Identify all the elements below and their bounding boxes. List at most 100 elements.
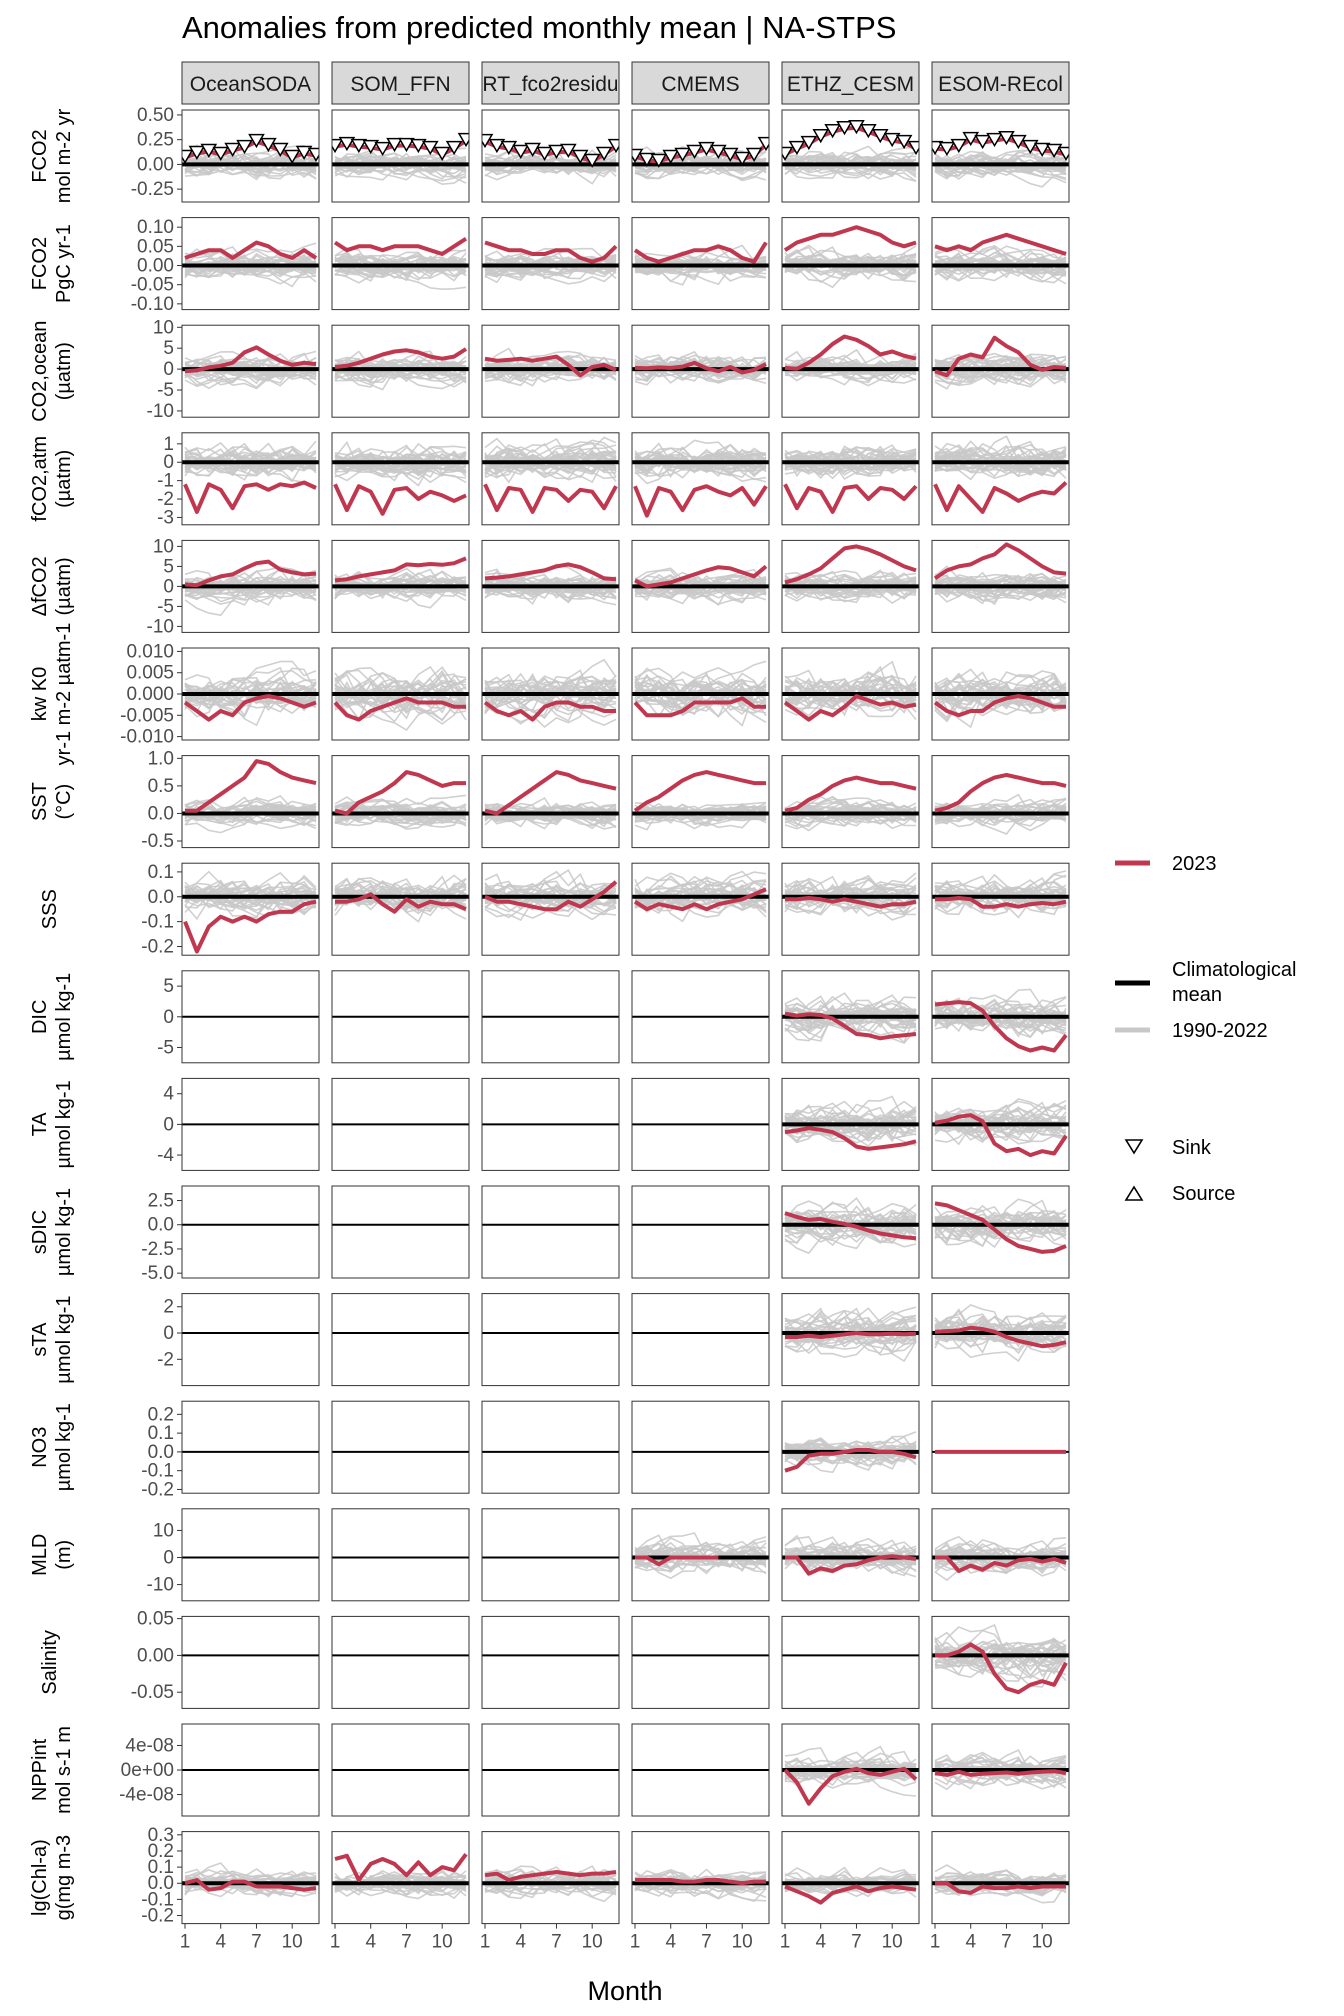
panel-r0-c3 (631, 109, 770, 203)
panel-border (781, 755, 920, 849)
panel-r5-c2 (481, 647, 620, 741)
y-tick-label: -0.5 (141, 831, 174, 852)
y-tick-label: 0.00 (137, 256, 174, 277)
panel-r7-c3 (631, 862, 770, 956)
series-2023-line (484, 770, 617, 816)
panel-r8-c3 (631, 970, 770, 1064)
panel-border (931, 862, 1070, 956)
series-1990-2022-line (784, 1762, 917, 1780)
y-tick-label: -0.25 (131, 179, 174, 200)
x-tick-label: 10 (582, 1932, 603, 1953)
panel-r10-c4 (781, 1185, 920, 1279)
series-2023-line (334, 770, 466, 816)
sink-marker (224, 142, 241, 158)
sink-marker (536, 146, 553, 162)
y-tick-label: -0.1 (141, 912, 174, 933)
panel-background (332, 1293, 469, 1386)
y-tick-label: -0.1 (141, 1461, 174, 1482)
sink-marker (212, 146, 230, 162)
sink-marker (482, 133, 494, 149)
panel-border (331, 1615, 470, 1709)
series-1990-2022-line (934, 575, 1067, 593)
y-tick-label: 0.0 (148, 1215, 174, 1236)
panel-border (331, 1508, 470, 1602)
panel-r9-c1 (331, 1077, 470, 1171)
panel-r0-c5 (931, 109, 1070, 203)
sink-marker (986, 132, 1003, 148)
series-1990-2022-line (784, 1764, 917, 1787)
series-1990-2022-line (184, 885, 317, 909)
panel-border (331, 539, 470, 633)
sink-marker (848, 120, 865, 135)
panel-background (482, 432, 619, 525)
panel-r2-c3 (631, 324, 770, 418)
series-2023-line (784, 1211, 917, 1241)
series-2023-line (934, 1201, 1067, 1254)
panel-background (632, 1293, 769, 1386)
sink-marker (745, 147, 763, 162)
panel-strip-4 (781, 61, 920, 105)
panel-border (331, 862, 470, 956)
y-tick-label: 0.0 (148, 1873, 174, 1894)
series-1990-2022-line (784, 875, 917, 916)
series-1990-2022-line (484, 804, 617, 821)
panel-background (182, 1401, 319, 1494)
series-2023-line (934, 232, 1067, 256)
panel-border (331, 217, 470, 311)
series-1990-2022-line (934, 1755, 1067, 1787)
sink-marker (200, 143, 218, 159)
panel-border (631, 1831, 770, 1925)
panel-r4-c1 (331, 539, 470, 633)
row-label-6: SST (°C) (29, 782, 75, 821)
row-label-7: SSS (39, 889, 61, 929)
panel-r5-c3 (631, 647, 770, 741)
series-1990-2022-line (784, 1866, 917, 1898)
series-2023-line (484, 880, 618, 912)
series-1990-2022-line (784, 811, 917, 832)
y-tick-label: -10 (147, 616, 174, 637)
series-1990-2022-line (484, 452, 617, 480)
legend: 2023 Climatological mean 1990-2022 Sink … (1115, 853, 1297, 1205)
panel-background (632, 1401, 769, 1494)
panel-border (931, 1185, 1070, 1279)
panel-border (331, 1400, 470, 1494)
panel-r1-c1 (331, 217, 470, 311)
series-1990-2022-line (934, 157, 1067, 177)
series-2023-line (633, 770, 766, 813)
panel-border (181, 109, 320, 203)
sink-marker (883, 132, 901, 148)
series-2023-line (184, 345, 317, 374)
sink-marker (350, 138, 368, 154)
panel-border (481, 1400, 620, 1494)
series-1990-2022-line (784, 799, 917, 821)
panel-r1-c3 (631, 217, 770, 311)
panel-r2-c2 (481, 324, 620, 418)
sink-marker (907, 140, 919, 156)
panel-r16-c3 (631, 1831, 770, 1925)
panel-r3-c2 (481, 432, 620, 526)
x-tick-label: 7 (551, 1932, 562, 1953)
row-0: FCO2 mol m-2 yr 0.50 0.25 0.00 -0.25 (29, 105, 1070, 203)
x-tick-label: 1 (480, 1932, 491, 1953)
panel-border (181, 1723, 320, 1817)
panel-strip-3 (631, 61, 770, 105)
panel-border (481, 970, 620, 1064)
panel-border (931, 324, 1070, 418)
x-tick-label: 4 (665, 1932, 676, 1953)
panel-border (631, 1508, 770, 1602)
panel-r1-c5 (931, 217, 1070, 311)
series-1990-2022-line (784, 1006, 917, 1042)
panel-border (781, 539, 920, 633)
panel-r12-c5 (931, 1400, 1070, 1494)
panel-border (931, 1077, 1070, 1171)
series-1990-2022-line (184, 163, 317, 177)
panel-r7-c2 (481, 862, 620, 956)
panel-border (631, 1615, 770, 1709)
panel-border (181, 539, 320, 633)
row-label-1: FCO2 PgC yr-1 (29, 224, 75, 303)
series-2023-line (785, 1331, 917, 1339)
legend-label-sink: Sink (1172, 1137, 1212, 1159)
panel-border (631, 1077, 770, 1171)
panel-strip-2 (481, 61, 620, 105)
sink-icon (1124, 1139, 1144, 1155)
